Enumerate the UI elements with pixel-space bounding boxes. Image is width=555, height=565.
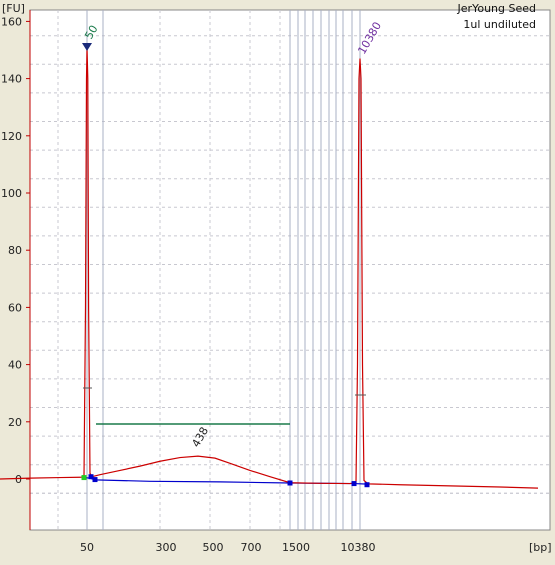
y-tick-label: 0 — [15, 473, 22, 486]
y-axis-ticks: 160 140 120 100 80 60 40 20 0 — [1, 15, 30, 486]
y-unit-label: [FU] — [2, 2, 25, 15]
y-tick-label: 60 — [8, 301, 22, 314]
x-tick-label: 300 — [156, 541, 177, 554]
ladder-lines — [86, 10, 361, 530]
x-unit-label: [bp] — [529, 541, 552, 554]
sample-note: 1ul undiluted — [463, 18, 536, 31]
y-tick-label: 40 — [8, 359, 22, 372]
peak-label-50: 50 — [82, 23, 100, 42]
baseline-marker — [81, 475, 87, 481]
y-tick-label: 120 — [1, 130, 22, 143]
baseline-markers — [81, 474, 370, 488]
y-tick-label: 140 — [1, 73, 22, 86]
sample-name: JerYoung Seed — [457, 2, 536, 15]
x-tick-label: 10380 — [341, 541, 376, 554]
baseline-marker — [92, 477, 98, 483]
y-tick-label: 20 — [8, 416, 22, 429]
electropherogram-trace — [0, 47, 539, 489]
lower-marker-triangle — [82, 43, 92, 51]
baseline-marker — [351, 481, 357, 487]
x-tick-label: 1500 — [282, 541, 310, 554]
x-tick-label: 500 — [203, 541, 224, 554]
y-tick-label: 100 — [1, 187, 22, 200]
x-axis-ticks: 50 300 500 700 1500 10380 — [80, 541, 376, 554]
x-tick-label: 700 — [241, 541, 262, 554]
baseline-marker — [287, 480, 293, 486]
y-tick-label: 80 — [8, 244, 22, 257]
baseline-marker — [88, 474, 94, 480]
y-tick-label: 160 — [1, 15, 22, 28]
baseline-marker — [364, 482, 370, 488]
x-tick-label: 50 — [80, 541, 94, 554]
